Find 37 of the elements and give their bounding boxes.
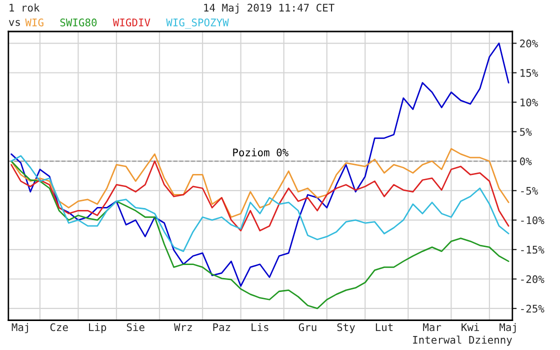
y-tick-label: 10% (520, 98, 538, 106)
y-tick-label: -25% (521, 304, 544, 313)
y-tick-label: -15% (521, 246, 544, 254)
ref-line-label: Poziom 0% (233, 148, 288, 156)
line-series (10, 160, 510, 310)
text: Interwal Dzienny (413, 336, 512, 346)
y-tick-label: 20% (520, 40, 538, 48)
x-tick-label: Paz (213, 323, 230, 332)
line-series (10, 160, 510, 232)
text: WIG_SPOZYW (166, 18, 229, 29)
y-tick-label: -5% (521, 187, 538, 195)
x-tick-label: Gru (298, 323, 316, 332)
x-tick-label: Wrz (174, 323, 192, 331)
line-series (10, 42, 510, 287)
x-tick-label: Cze (50, 323, 68, 332)
x-tick-label: Sty (337, 323, 355, 334)
x-tick-label: Maj (12, 323, 28, 334)
text: WIG (25, 18, 44, 26)
x-tick-label: Lis (252, 323, 268, 332)
y-tick-label: 15% (520, 69, 538, 77)
x-tick-label: Sie (126, 323, 144, 332)
text: 14 Maj 2019 11:47 CET (204, 4, 334, 14)
legend-title: vs (8, 20, 20, 26)
x-tick-label: Mar (423, 323, 442, 332)
x-tick-label: Lip (89, 323, 106, 334)
y-tick-label: -20% (521, 275, 544, 284)
text: SWIG80 (60, 18, 97, 26)
y-tick-label: -10% (521, 216, 544, 224)
chart-title: 1 rok (10, 4, 40, 12)
x-tick-label: Lut (376, 323, 393, 332)
line-series (10, 155, 510, 252)
text: WIGDIV (112, 18, 150, 26)
y-tick-label: 5% (520, 128, 532, 136)
y-tick-label: 0% (520, 157, 532, 166)
line-series (10, 148, 510, 218)
x-tick-label: Maj (500, 323, 516, 334)
x-tick-label: Kwi (462, 323, 480, 331)
